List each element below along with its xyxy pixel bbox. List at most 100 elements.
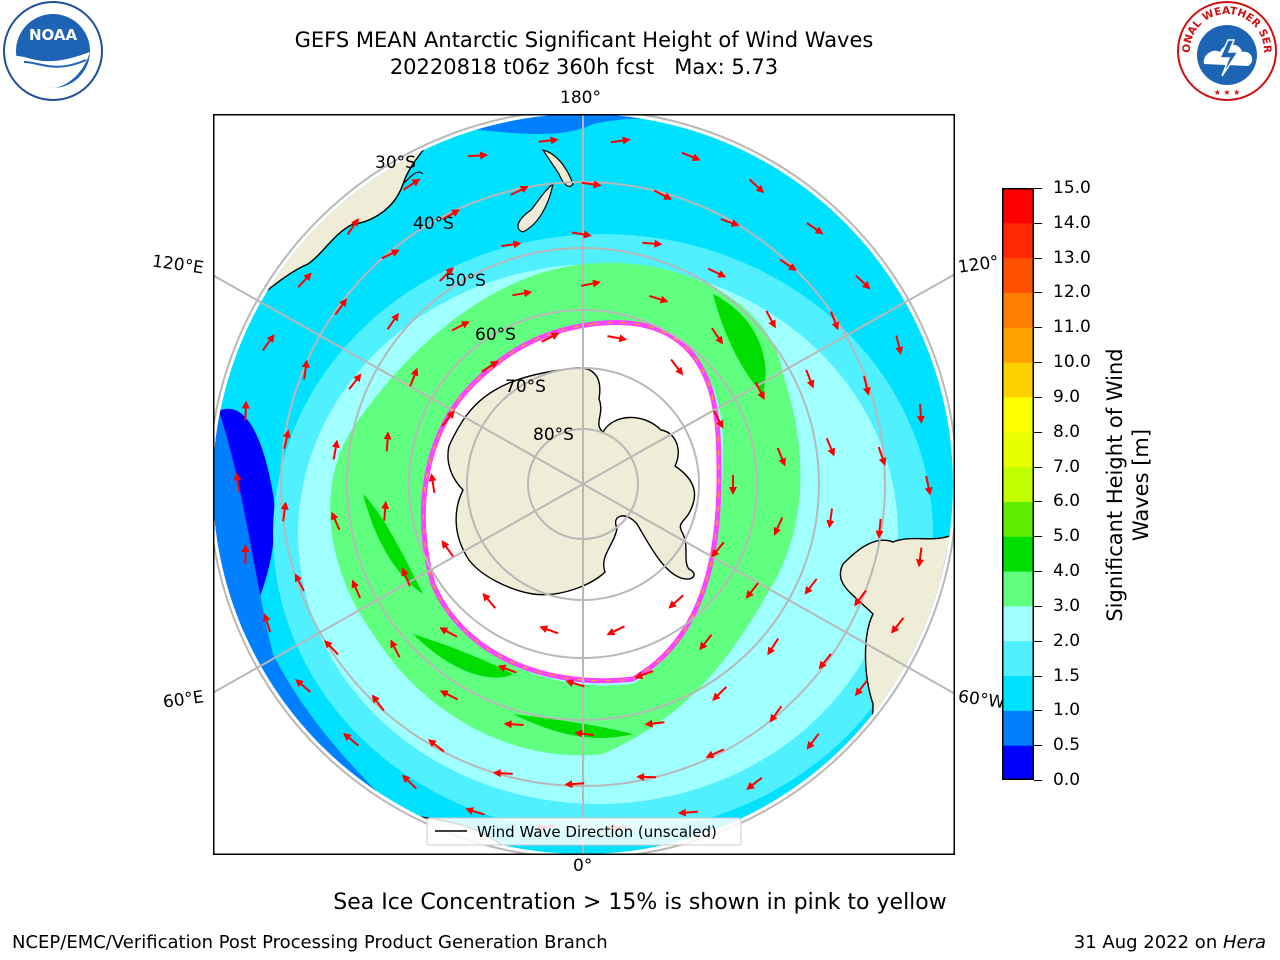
wave-direction-arrow	[713, 410, 724, 429]
wave-direction-arrow	[294, 573, 305, 592]
colorbar-tick	[1034, 292, 1042, 294]
colorbar	[1002, 188, 1034, 780]
wave-direction-arrow	[441, 540, 454, 557]
colorbar-cell	[1002, 362, 1034, 398]
wave-direction-arrow	[324, 640, 339, 656]
lat-label-80s: 80°S	[533, 425, 574, 445]
colorbar-tick-label: 2.0	[1053, 630, 1081, 651]
colorbar-tick-label: 4.0	[1053, 561, 1081, 582]
lon-label-120w: 120°	[956, 252, 1001, 278]
wave-direction-arrow	[773, 517, 784, 536]
wave-direction-arrow	[334, 298, 347, 316]
wave-direction-arrow	[351, 579, 362, 599]
colorbar-tick	[1034, 640, 1042, 642]
colorbar-tick-label: 0.0	[1053, 770, 1081, 790]
wave-direction-arrow	[403, 178, 421, 191]
wave-direction-arrow	[233, 472, 242, 493]
colorbar-tick	[1034, 675, 1042, 677]
wave-direction-arrow	[503, 720, 524, 729]
wave-direction-arrow	[746, 776, 763, 790]
wave-direction-arrow	[895, 335, 904, 356]
wave-direction-arrow	[805, 369, 815, 389]
wave-direction-arrow	[642, 239, 663, 248]
colorbar-tick	[1034, 431, 1042, 433]
colorbar-tick-label: 9.0	[1053, 386, 1081, 407]
wave-direction-arrow	[501, 240, 522, 249]
wave-direction-arrow	[668, 594, 684, 609]
wave-direction-arrow	[818, 653, 832, 670]
svg-text:★ ★ ★: ★ ★ ★	[1214, 88, 1241, 97]
colorbar-tick-label: 12.0	[1053, 282, 1091, 303]
lat-label-50s: 50°S	[445, 271, 486, 291]
colorbar-cell	[1002, 710, 1034, 746]
colorbar-cell	[1002, 327, 1034, 363]
wave-direction-arrow	[565, 679, 585, 688]
nws-logo: NATIONAL WEATHER SERVICE ★ ★ ★	[1176, 0, 1277, 101]
wave-direction-arrow	[825, 437, 835, 457]
colorbar-tick	[1034, 257, 1042, 259]
wave-direction-arrow	[607, 334, 628, 343]
wave-direction-arrow	[381, 249, 400, 260]
wave-direction-arrow	[383, 431, 392, 452]
colorbar-tick	[1034, 188, 1042, 189]
wave-direction-arrow	[439, 690, 459, 701]
wave-direction-arrow	[439, 627, 458, 638]
wave-direction-arrow	[854, 589, 867, 607]
colorbar-tick	[1034, 362, 1042, 364]
colorbar-tick-label: 6.0	[1053, 491, 1081, 512]
colorbar-tick	[1034, 222, 1042, 224]
wave-direction-arrow	[348, 373, 362, 390]
colorbar-tick-label: 8.0	[1053, 421, 1081, 442]
colorbar-cell	[1002, 431, 1034, 468]
wave-direction-arrow	[748, 178, 765, 194]
colorbar-tick-label: 5.0	[1053, 526, 1081, 547]
wave-direction-arrow	[401, 567, 411, 587]
footer-date: 31 Aug 2022 on Hera	[1074, 932, 1266, 953]
chart-subtitle: 20220818 t06z 360h fcst Max: 5.73	[389, 55, 779, 79]
noaa-logo-text: NOAA	[29, 26, 78, 44]
lon-label-0: 0°	[573, 856, 593, 876]
colorbar-tick-label: 13.0	[1053, 247, 1091, 268]
wave-direction-arrow	[826, 508, 835, 529]
lat-label-70s: 70°S	[505, 377, 546, 397]
colorbar-tick-label: 3.0	[1053, 595, 1081, 616]
wave-direction-arrow	[465, 807, 485, 816]
wave-direction-arrow	[301, 359, 310, 380]
wave-direction-arrow	[343, 732, 360, 747]
footer-credit: NCEP/EMC/Verification Post Processing Pr…	[12, 932, 608, 953]
colorbar-cell	[1002, 188, 1034, 224]
wave-direction-arrow	[854, 679, 868, 697]
wave-direction-arrow	[441, 410, 455, 427]
colorbar-tick-label: 1.5	[1053, 665, 1081, 686]
colorbar-cell	[1002, 466, 1034, 502]
wave-direction-arrow	[381, 500, 390, 521]
wave-direction-arrow	[806, 222, 824, 235]
wave-direction-arrow	[428, 739, 445, 753]
chart-title: GEFS MEAN Antarctic Significant Height o…	[294, 28, 874, 52]
colorbar-cell	[1002, 501, 1034, 537]
wave-direction-arrow	[670, 358, 684, 376]
wave-direction-arrow	[510, 186, 529, 196]
wave-direction-arrow	[720, 218, 740, 227]
wave-direction-arrow	[677, 808, 698, 817]
wave-direction-arrow	[492, 769, 513, 778]
wave-direction-arrow	[262, 334, 275, 351]
colorbar-cell	[1002, 571, 1034, 607]
wave-direction-arrow	[468, 151, 489, 160]
wave-direction-arrow	[745, 582, 759, 599]
wave-direction-arrow	[891, 617, 905, 634]
wave-direction-arrow	[776, 447, 786, 467]
wave-direction-arrow	[681, 151, 701, 162]
colorbar-tick-label: 0.5	[1053, 735, 1081, 756]
wave-direction-arrow	[767, 638, 780, 656]
lon-label-60e: 60°E	[161, 687, 206, 713]
colorbar-cell	[1002, 675, 1034, 711]
footer-host: Hera	[1222, 932, 1266, 953]
wave-direction-arrow	[538, 136, 559, 145]
wave-direction-arrow	[711, 327, 724, 345]
wave-direction-arrow	[541, 332, 560, 343]
colorbar-cell	[1002, 536, 1034, 572]
footer-date-text: 31 Aug 2022 on	[1073, 932, 1223, 953]
map-frame	[213, 114, 955, 855]
colorbar-cell	[1002, 745, 1034, 780]
